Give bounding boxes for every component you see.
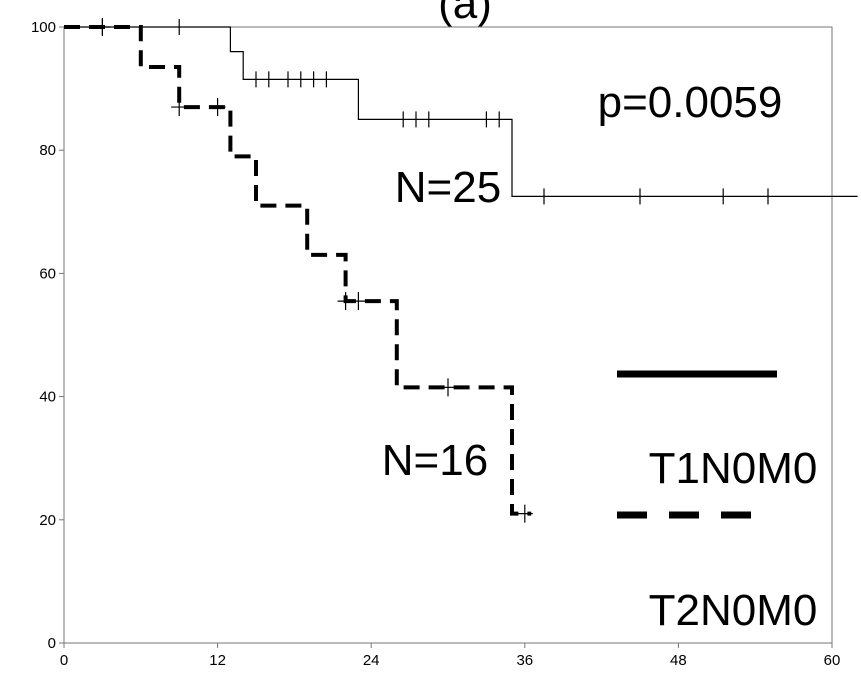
n-solid-annotation: N=25: [395, 163, 501, 212]
y-tick-label: 20: [39, 512, 56, 529]
n-dashed-annotation: N=16: [382, 436, 488, 485]
x-tick-label: 12: [209, 652, 226, 669]
legend-label-t2n0m0: T2N0M0: [649, 586, 818, 635]
series-line-t2n0m0: [64, 25, 532, 516]
y-tick-label: 100: [31, 19, 56, 36]
legend-label-t1n0m0: T1N0M0: [649, 444, 818, 493]
y-tick-label: 40: [39, 389, 56, 406]
y-tick-label: 60: [39, 265, 56, 282]
p-value-annotation: p=0.0059: [598, 78, 783, 127]
chart-title: (a): [438, 0, 492, 28]
survival-curves: [64, 18, 858, 523]
axis-ticks: 0 12 24 36 48 60 0 20 40 60 80 100: [31, 19, 840, 669]
y-tick-label: 80: [39, 142, 56, 159]
legend: T1N0M0 T2N0M0: [617, 370, 818, 635]
x-tick-label: 48: [670, 652, 687, 669]
x-tick-label: 24: [363, 652, 380, 669]
plot-area-frame: [63, 26, 833, 644]
x-tick-label: 36: [516, 652, 533, 669]
y-tick-label: 0: [48, 635, 56, 652]
x-tick-label: 60: [824, 652, 841, 669]
x-tick-label: 0: [60, 652, 68, 669]
